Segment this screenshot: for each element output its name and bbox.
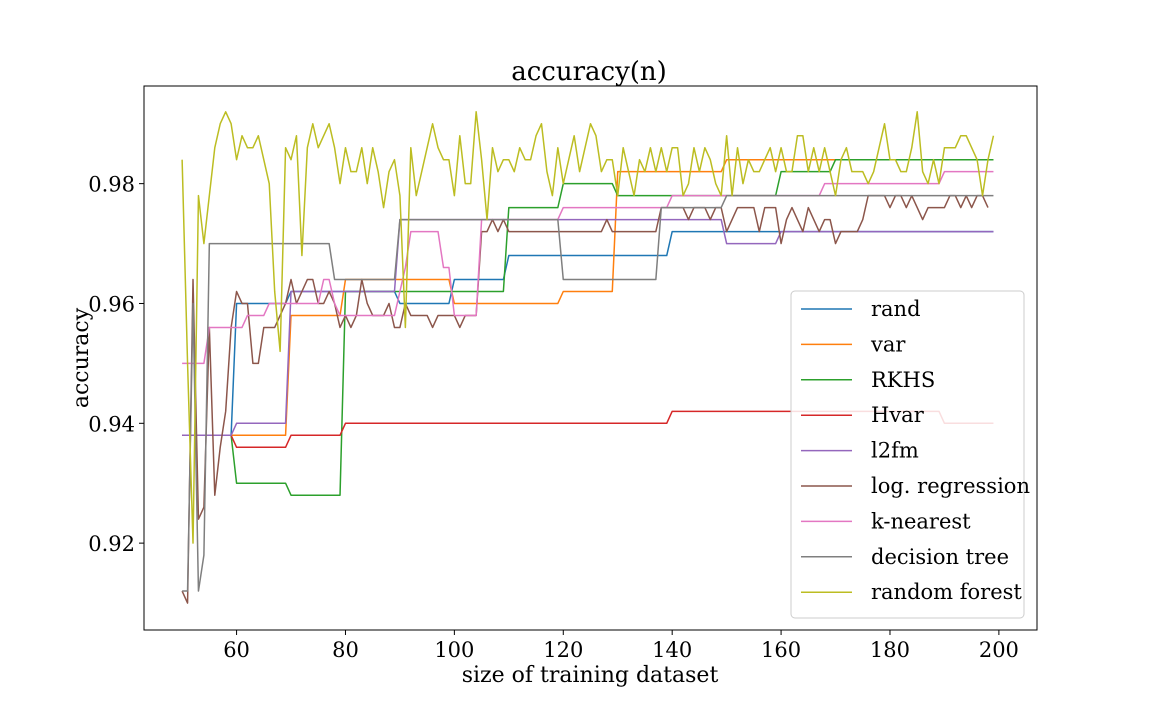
series-line-random-forest [181,111,995,544]
series-line-log-regression [181,194,989,604]
x-tick-label: 120 [543,638,583,662]
legend-box [790,290,1025,619]
legend-label: log. regression [871,474,1030,498]
series-line-decision-tree [182,194,994,592]
chart-title: accuracy(n) [511,57,667,87]
legend-label: l2fm [871,439,919,463]
x-tick-label: 100 [434,638,474,662]
series-lines [181,111,995,604]
x-axis-label: size of training dataset [462,663,719,688]
x-tick-label: 60 [223,638,250,662]
x-tick-label: 180 [870,638,910,662]
y-tick-label: 0.96 [88,292,135,316]
x-tick-label: 80 [332,638,359,662]
legend-label: decision tree [871,545,1009,569]
x-tick-label: 160 [761,638,801,662]
x-tick-label: 200 [979,638,1019,662]
legend-label: k-nearest [871,509,971,533]
y-axis-label: accuracy [69,307,94,408]
legend: rand var RKHS Hvar l2fm log. regression k-near… [790,290,1030,619]
y-tick-label: 0.98 [88,173,135,197]
legend-label: rand [871,297,921,321]
x-tick-label: 140 [652,638,692,662]
y-tick-label: 0.92 [88,532,135,556]
legend-label: random forest [871,580,1022,604]
legend-label: var [870,332,906,356]
legend-label: Hvar [871,403,925,427]
legend-label: RKHS [871,368,935,392]
axis-ticks: 60 80 100 120 140 160 180 200 0.92 0.94 0.96 0.98 [88,173,1019,662]
plot-area-frame [143,85,1038,631]
y-tick-label: 0.94 [88,412,135,436]
